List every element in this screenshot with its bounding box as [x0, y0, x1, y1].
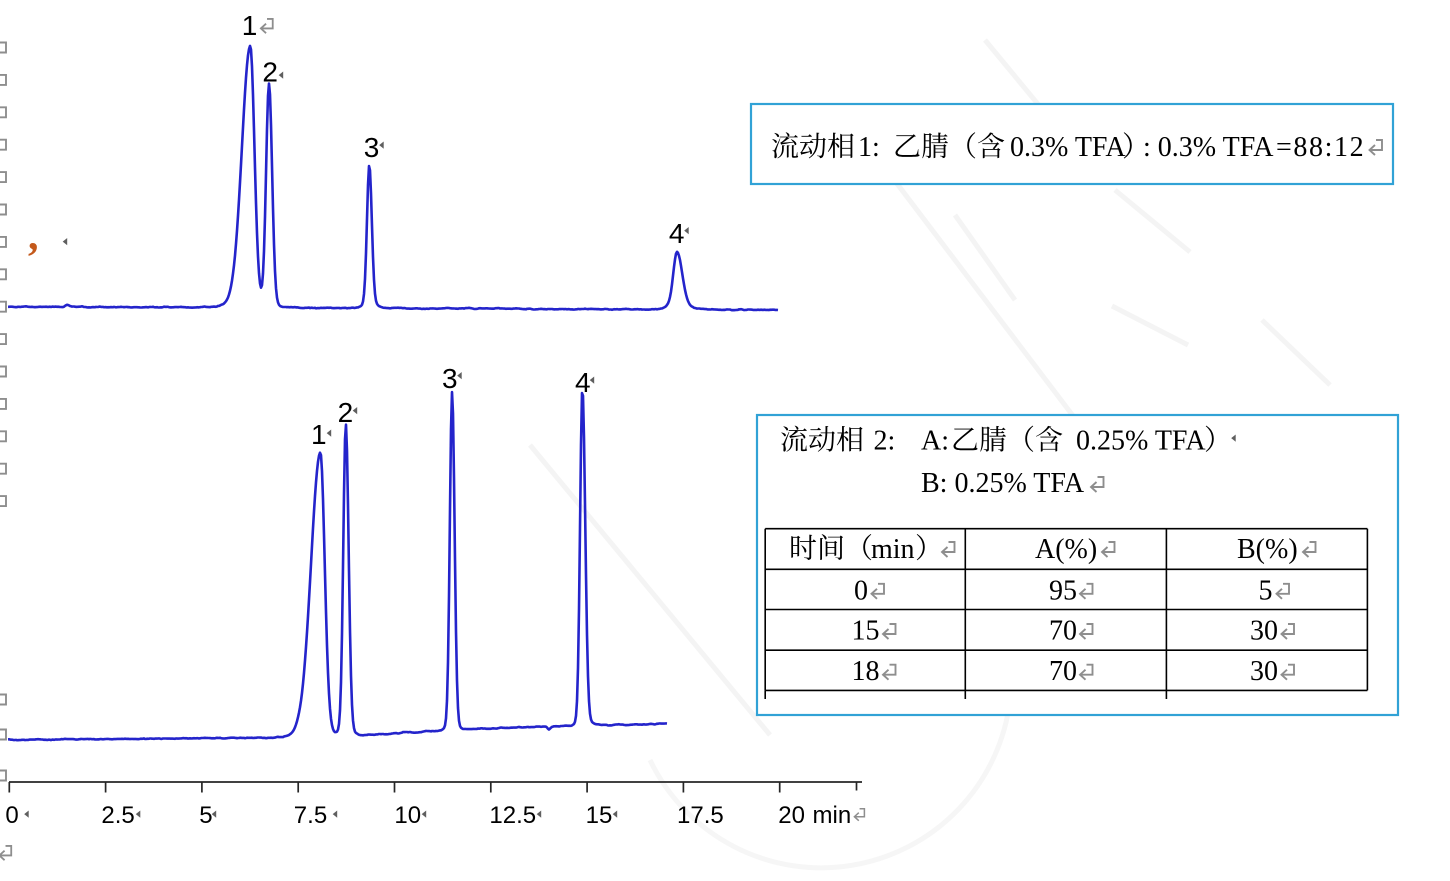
svg-text:5: 5: [199, 802, 212, 829]
svg-text:15: 15: [852, 616, 880, 647]
svg-text:1:: 1:: [858, 132, 880, 163]
svg-text:B: 0.25% TFA: B: 0.25% TFA: [921, 468, 1085, 499]
svg-text:1: 1: [242, 10, 258, 41]
svg-text:15: 15: [586, 802, 613, 829]
svg-text:95: 95: [1049, 575, 1077, 606]
svg-text:min: min: [813, 802, 852, 829]
svg-text:2: 2: [262, 57, 278, 88]
svg-text:0.25% TFA: 0.25% TFA: [1076, 425, 1206, 456]
svg-text:10: 10: [394, 802, 421, 829]
svg-text:min: min: [871, 534, 915, 565]
svg-text:2.5: 2.5: [101, 802, 134, 829]
svg-text:7.5: 7.5: [294, 802, 327, 829]
svg-text:30: 30: [1250, 656, 1278, 687]
svg-text:3: 3: [442, 363, 458, 394]
svg-text:0.3% TFA: 0.3% TFA: [1010, 132, 1126, 163]
svg-text:4: 4: [575, 367, 591, 398]
svg-text:,: ,: [28, 213, 39, 259]
svg-text:1: 1: [311, 419, 327, 450]
svg-text:B(%): B(%): [1237, 534, 1298, 565]
svg-text:4: 4: [669, 218, 685, 249]
svg-text:20: 20: [778, 802, 805, 829]
svg-text:3: 3: [364, 132, 380, 163]
svg-text:2:: 2:: [874, 425, 896, 456]
svg-text:70: 70: [1049, 616, 1077, 647]
svg-text:A(%): A(%): [1035, 534, 1097, 565]
svg-text:5: 5: [1259, 575, 1273, 606]
svg-text:0: 0: [5, 802, 18, 829]
svg-text:70: 70: [1049, 656, 1077, 687]
svg-text:0: 0: [854, 575, 868, 606]
svg-text:18: 18: [852, 656, 880, 687]
svg-text:30: 30: [1250, 616, 1278, 647]
svg-text:17.5: 17.5: [677, 802, 724, 829]
svg-text:A:: A:: [921, 425, 949, 456]
svg-text:: 0.3% TFA: : 0.3% TFA: [1143, 132, 1274, 163]
svg-text:2: 2: [338, 397, 354, 428]
svg-text:=88:12: =88:12: [1276, 132, 1365, 163]
svg-text:12.5: 12.5: [489, 802, 536, 829]
